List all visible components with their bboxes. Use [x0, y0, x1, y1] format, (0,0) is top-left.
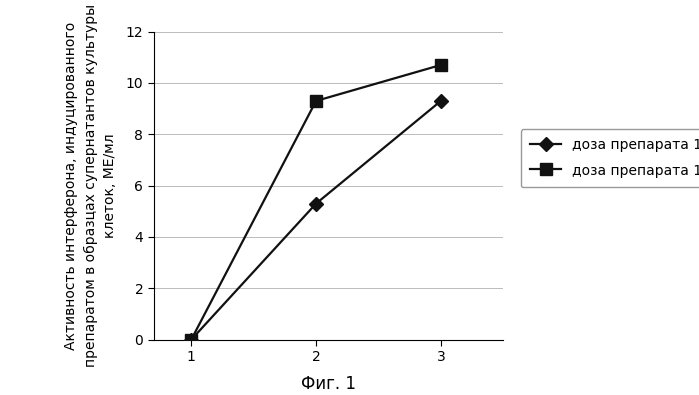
Y-axis label: Активность интерферона, индуцированного
препаратом в образцах супернатантов куль: Активность интерферона, индуцированного … [64, 4, 117, 367]
Legend: доза препарата 10 мкг/мл, доза препарата 100 мкг/мл: доза препарата 10 мкг/мл, доза препарата… [521, 129, 699, 187]
X-axis label: Фиг. 1: Фиг. 1 [301, 375, 356, 393]
